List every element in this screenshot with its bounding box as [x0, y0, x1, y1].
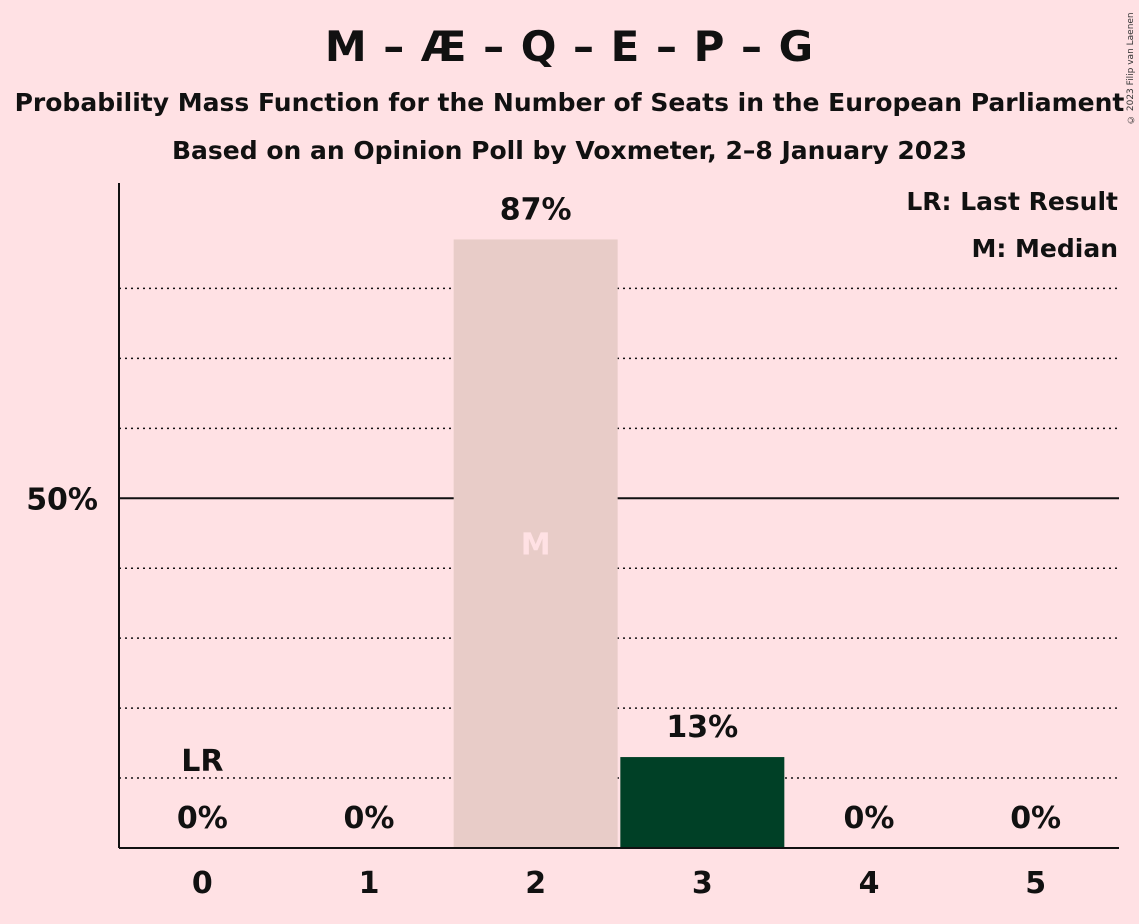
axes — [118, 183, 1119, 849]
bar — [453, 239, 618, 849]
median-marker: M — [521, 528, 551, 563]
legend-last-result: LR: Last Result — [906, 187, 1118, 216]
bar-value-label: 87% — [500, 192, 572, 227]
x-tick-label: 0 — [192, 866, 213, 901]
x-tick-label: 1 — [359, 866, 380, 901]
y-tick-label: 50% — [26, 482, 98, 517]
labels: 50% 0% 0 LR 0% 1 M 87% 2 13% 3 0% 4 0% 5 — [26, 192, 1061, 901]
bar-value-label: 0% — [1010, 801, 1061, 836]
bar-value-label: 0% — [844, 801, 895, 836]
x-tick-label: 4 — [859, 866, 880, 901]
bars — [453, 239, 785, 849]
bar — [620, 757, 785, 848]
legend-median: M: Median — [971, 234, 1118, 263]
x-tick-label: 5 — [1025, 866, 1046, 901]
bar-value-label: 0% — [344, 801, 395, 836]
last-result-marker: LR — [181, 744, 223, 779]
bar-value-label: 0% — [177, 801, 228, 836]
chart-title: M – Æ – Q – E – P – G — [324, 22, 815, 71]
gridlines — [119, 287, 1119, 779]
poll-source-line: Based on an Opinion Poll by Voxmeter, 2–… — [172, 136, 967, 165]
chart-subtitle: Probability Mass Function for the Number… — [14, 88, 1125, 117]
x-tick-label: 2 — [525, 866, 546, 901]
x-tick-label: 3 — [692, 866, 713, 901]
bar-value-label: 13% — [666, 710, 738, 745]
